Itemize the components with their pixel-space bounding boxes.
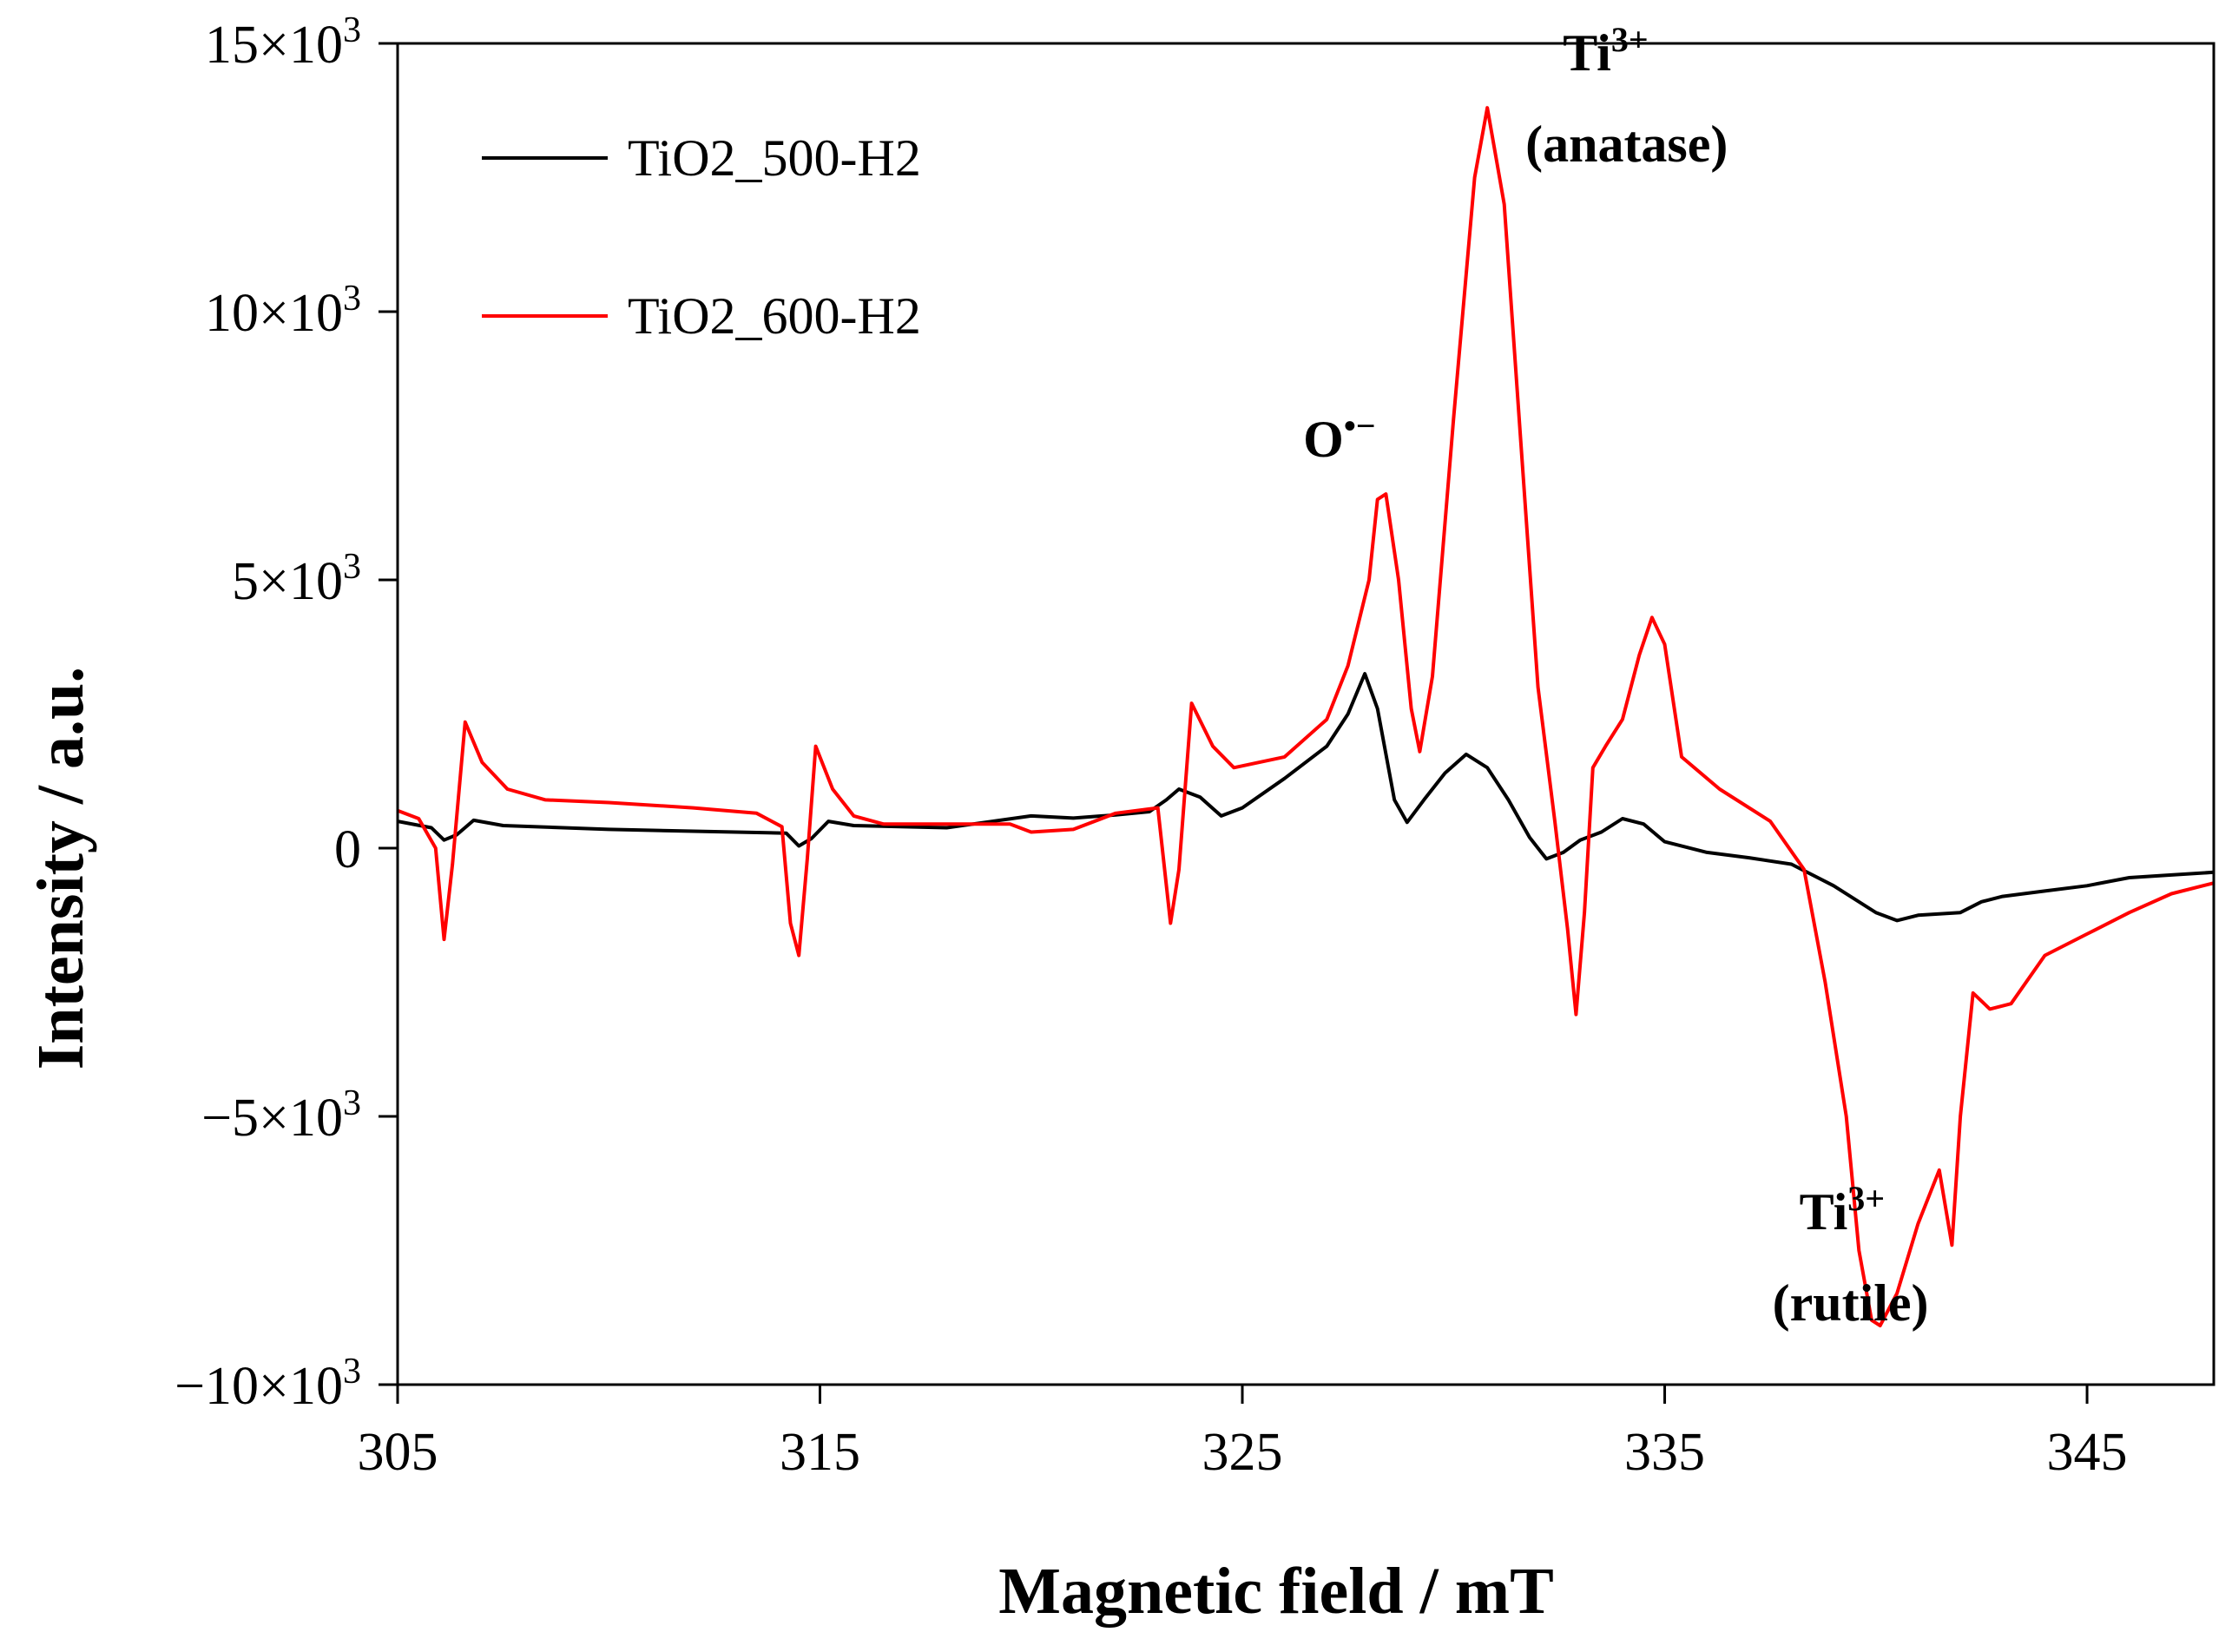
peak-annotation: (anatase)	[1525, 115, 1728, 173]
series-line-tio2-500-h2	[398, 672, 2214, 923]
peak-annotation: Ti3+	[1563, 20, 1648, 82]
y-tick-label: 0	[334, 820, 361, 879]
legend-label: TiO2_600-H2	[628, 287, 921, 345]
axes: 305 315 325 335 345 −10×103 −5×103 0 5×103 10×103…	[174, 10, 2216, 1482]
peak-annotation: Ti3+	[1800, 1179, 1885, 1241]
y-tick-label: −10×103	[174, 1352, 361, 1416]
y-tick-label: 15×103	[205, 10, 361, 75]
x-tick-label: 305	[358, 1423, 438, 1482]
legend-label: TiO2_500-H2	[628, 129, 921, 187]
series-line-tio2-600-h2	[398, 106, 2214, 1327]
x-tick-label: 335	[1624, 1423, 1705, 1482]
x-tick-label: 325	[1202, 1423, 1283, 1482]
annotations: O•− Ti3+ (anatase) Ti3+ (rutile)	[1303, 20, 1928, 1332]
plot-area	[398, 106, 2214, 1327]
y-tick-label: −5×103	[201, 1083, 361, 1148]
legend: TiO2_500-H2 TiO2_600-H2	[482, 129, 921, 345]
y-tick-label: 10×103	[205, 279, 361, 343]
y-axis-title: Intensity / a.u.	[24, 667, 97, 1070]
x-tick-label: 345	[2047, 1423, 2128, 1482]
plot-frame	[396, 42, 2216, 1386]
x-tick-label: 315	[780, 1423, 860, 1482]
peak-annotation: O•−	[1303, 406, 1375, 468]
x-axis-title: Magnetic field / mT	[998, 1555, 1554, 1628]
peak-annotation: (rutile)	[1773, 1274, 1929, 1332]
y-tick-label: 5×103	[232, 547, 361, 611]
